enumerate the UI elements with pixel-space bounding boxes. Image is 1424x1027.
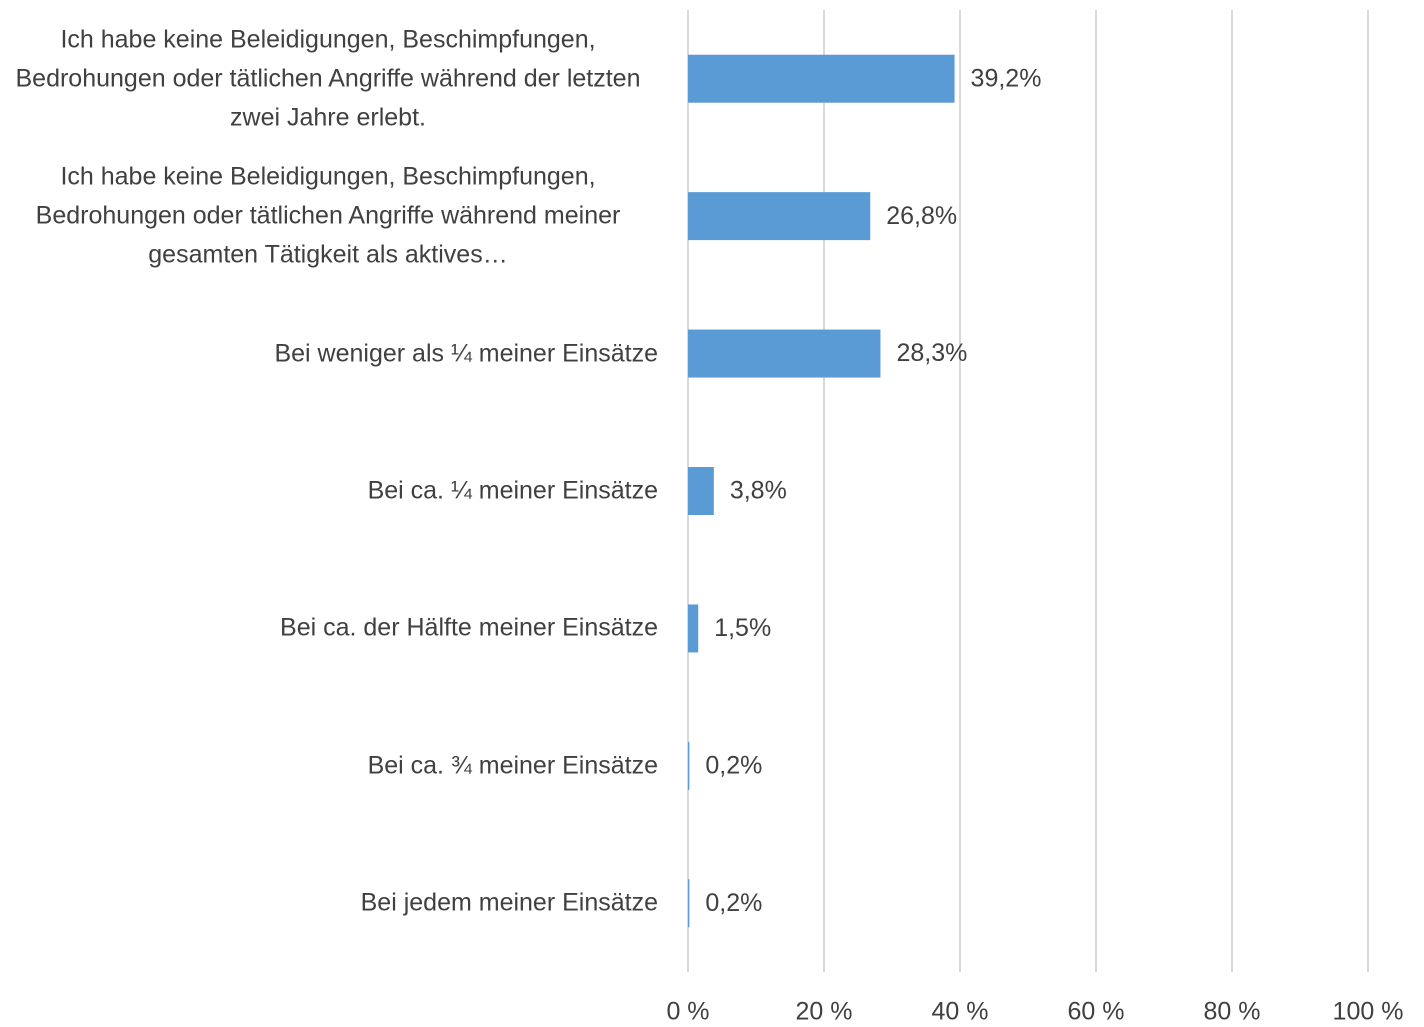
data-label: 3,8% [730,477,787,505]
data-label: 0,2% [705,889,762,917]
y-tick-label: Bei weniger als ¼ meiner Einsätze [274,339,658,368]
y-tick-label: Bei ca. ¾ meiner Einsätze [367,751,658,780]
y-tick-label: Bei ca. der Hälfte meiner Einsätze [280,613,658,642]
y-tick-label: Ich habe keine Beleidigungen, Beschimpfu… [35,162,621,269]
data-label: 0,2% [705,751,762,779]
category-label-box: Bei jedem meiner Einsätze [0,884,658,923]
bar [688,741,690,790]
bar [688,467,714,515]
x-tick-label: 0 % [666,998,709,1026]
y-tick-label: Bei jedem meiner Einsätze [360,888,658,917]
y-tick-label: Bei ca. ¼ meiner Einsätze [367,476,658,505]
category-label-box: Ich habe keine Beleidigungen, Beschimpfu… [0,158,658,275]
y-tick-label: Ich habe keine Beleidigungen, Beschimpfu… [15,25,641,132]
bar [688,54,955,103]
category-label-box: Bei ca. ¼ meiner Einsätze [0,472,658,511]
x-tick-label: 20 % [796,998,853,1026]
bar [688,879,690,928]
category-label-box: Bei ca. ¾ meiner Einsätze [0,746,658,785]
bar [688,192,871,241]
x-tick-label: 40 % [932,998,989,1026]
x-tick-label: 60 % [1068,998,1125,1026]
bar [688,329,881,378]
category-label-box: Bei ca. der Hälfte meiner Einsätze [0,609,658,648]
x-tick-label: 100 % [1333,998,1404,1026]
data-label: 26,8% [886,202,957,230]
data-label: 28,3% [896,339,967,367]
data-label: 1,5% [714,614,771,642]
data-label: 39,2% [971,64,1042,92]
x-tick-label: 80 % [1204,998,1261,1026]
category-label-box: Ich habe keine Beleidigungen, Beschimpfu… [0,20,658,137]
bar [688,604,699,653]
category-label-box: Bei weniger als ¼ meiner Einsätze [0,334,658,373]
